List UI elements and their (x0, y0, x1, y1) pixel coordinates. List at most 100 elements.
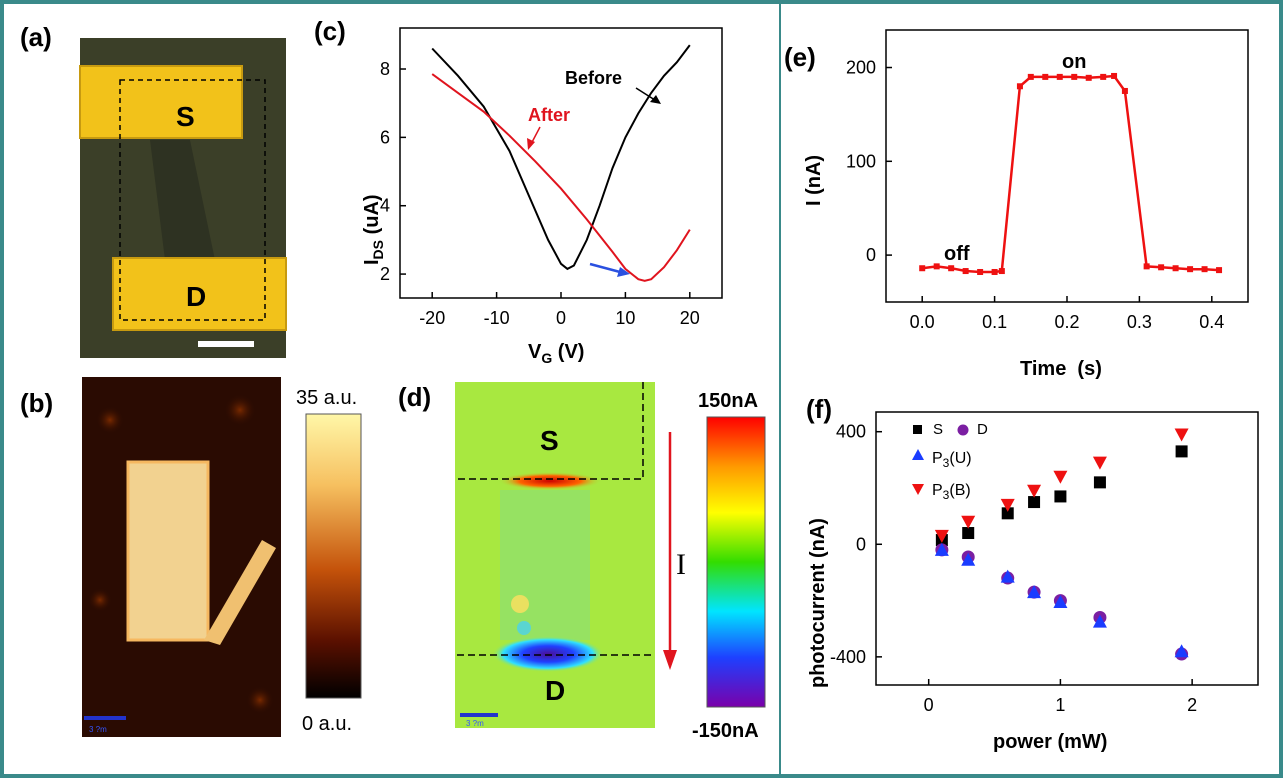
plot-frame (875, 411, 1259, 686)
colorbar-max: 35 a.u. (296, 387, 357, 409)
series-after-line (431, 73, 691, 282)
series-before-line (431, 44, 691, 271)
x-tick-label: -10 (484, 308, 510, 328)
x-tick-label: 0 (556, 308, 566, 328)
panel-e: (e) 0.0 0.1 0.2 0.3 0.4 0 100 200 on off I (nA)… (784, 29, 1249, 380)
x-axis-label: power (mW) (993, 731, 1107, 753)
point-p3u (1027, 585, 1042, 599)
x-tick-label: 0.1 (982, 312, 1007, 332)
scale-bar (198, 341, 254, 347)
shift-arrowhead (617, 267, 630, 277)
source-label: S (176, 101, 195, 132)
y-axis-label: photocurrent (nA) (807, 518, 829, 688)
before-arrowhead (650, 95, 661, 104)
current-arrowhead (663, 650, 677, 670)
data-point (1027, 73, 1034, 80)
source-label: S (540, 425, 559, 456)
point-s (1054, 490, 1067, 503)
x-tick-label: 0.3 (1127, 312, 1152, 332)
point-p3u (1092, 614, 1107, 628)
data-point (998, 268, 1005, 275)
data-point (1016, 83, 1023, 90)
panel-d-label: (d) (398, 382, 431, 412)
current-trace-line (922, 74, 1220, 274)
colorbar (706, 416, 766, 708)
x-tick-label: 20 (680, 308, 700, 328)
y-tick-label: 0 (856, 534, 866, 554)
panel-c-label: (c) (314, 16, 346, 46)
colorbar-max: 150nA (698, 390, 758, 412)
point-p3u (961, 552, 976, 566)
legend-d-text: D (977, 421, 988, 438)
y-axis-label: I (nA) (803, 155, 825, 206)
scalebar-text: 3 ?m (466, 719, 484, 728)
axis-ticks: 0 1 2 -400 0 400 (830, 422, 1197, 715)
panel-f: (f) 0 1 2 -400 0 400 S D P3(U) P3(B) photocur… (806, 394, 1259, 753)
drain-hotspot (492, 636, 604, 672)
colorbar-min: -150nA (692, 720, 759, 742)
legend-p3u-marker (912, 449, 924, 460)
data-point (977, 268, 984, 275)
scale-bar (84, 716, 126, 720)
legend-d-marker (957, 424, 969, 436)
data-point (919, 265, 926, 272)
drain-electrode (112, 257, 287, 331)
on-annotation: on (1062, 51, 1086, 73)
flake-strip (204, 540, 276, 645)
point-p3b (1027, 484, 1042, 498)
data-point (1042, 73, 1049, 80)
scalebar-text: 3 ?m (89, 725, 107, 734)
data-point (1111, 72, 1118, 79)
y-tick-label: 200 (846, 58, 876, 78)
y-tick-label: 2 (380, 264, 390, 284)
x-axis-label: VG (V) (528, 341, 584, 366)
x-axis-label: Time (s) (1020, 358, 1102, 380)
data-point (1201, 266, 1208, 273)
data-point (1216, 267, 1223, 274)
point-p3b (961, 515, 976, 529)
panel-c: (c) -20 -10 0 10 20 2 4 6 8 Before After IDS (uA… (314, 16, 723, 366)
shift-arrow (589, 262, 621, 274)
region-box (119, 79, 266, 321)
point-s (1001, 507, 1014, 520)
legend-p3b-marker (912, 484, 924, 495)
legend-p3u-text: P3(U) (932, 450, 972, 470)
channel-shadow (150, 140, 215, 260)
point-p3u (934, 542, 949, 556)
channel-region (500, 490, 590, 640)
y-axis-label: IDS (uA) (361, 194, 386, 265)
data-point (1056, 73, 1063, 80)
colorbar (305, 413, 362, 699)
x-tick-label: 1 (1055, 695, 1065, 715)
y-tick-label: 100 (846, 151, 876, 171)
data-point (962, 268, 969, 275)
point-p3b (1053, 470, 1068, 484)
point-p3u (1174, 644, 1189, 658)
x-tick-label: 10 (615, 308, 635, 328)
panel-f-label: (f) (806, 394, 832, 424)
y-tick-label: -400 (830, 647, 866, 667)
markers (934, 428, 1189, 661)
colorbar-min: 0 a.u. (302, 713, 352, 735)
point-p3b (1174, 428, 1189, 442)
svg-text:IDS (uA): IDS (uA) (361, 194, 386, 265)
data-point (933, 263, 940, 270)
data-point (1085, 74, 1092, 81)
after-annotation: After (528, 105, 570, 125)
data-point (948, 265, 955, 272)
off-annotation: off (944, 243, 970, 265)
x-tick-label: -20 (419, 308, 445, 328)
drain-label: D (186, 281, 206, 312)
data-point (1187, 266, 1194, 273)
panel-b-label: (b) (20, 388, 53, 418)
point-p3b (934, 529, 949, 543)
data-point (991, 268, 998, 275)
y-tick-label: 0 (866, 245, 876, 265)
point-p3u (1000, 569, 1015, 583)
point-s (962, 527, 975, 540)
data-point (1172, 265, 1179, 272)
y-tick-label: 4 (380, 196, 390, 216)
curves (431, 44, 691, 282)
legend: S D P3(U) P3(B) (912, 421, 988, 502)
data-point (1143, 263, 1150, 270)
